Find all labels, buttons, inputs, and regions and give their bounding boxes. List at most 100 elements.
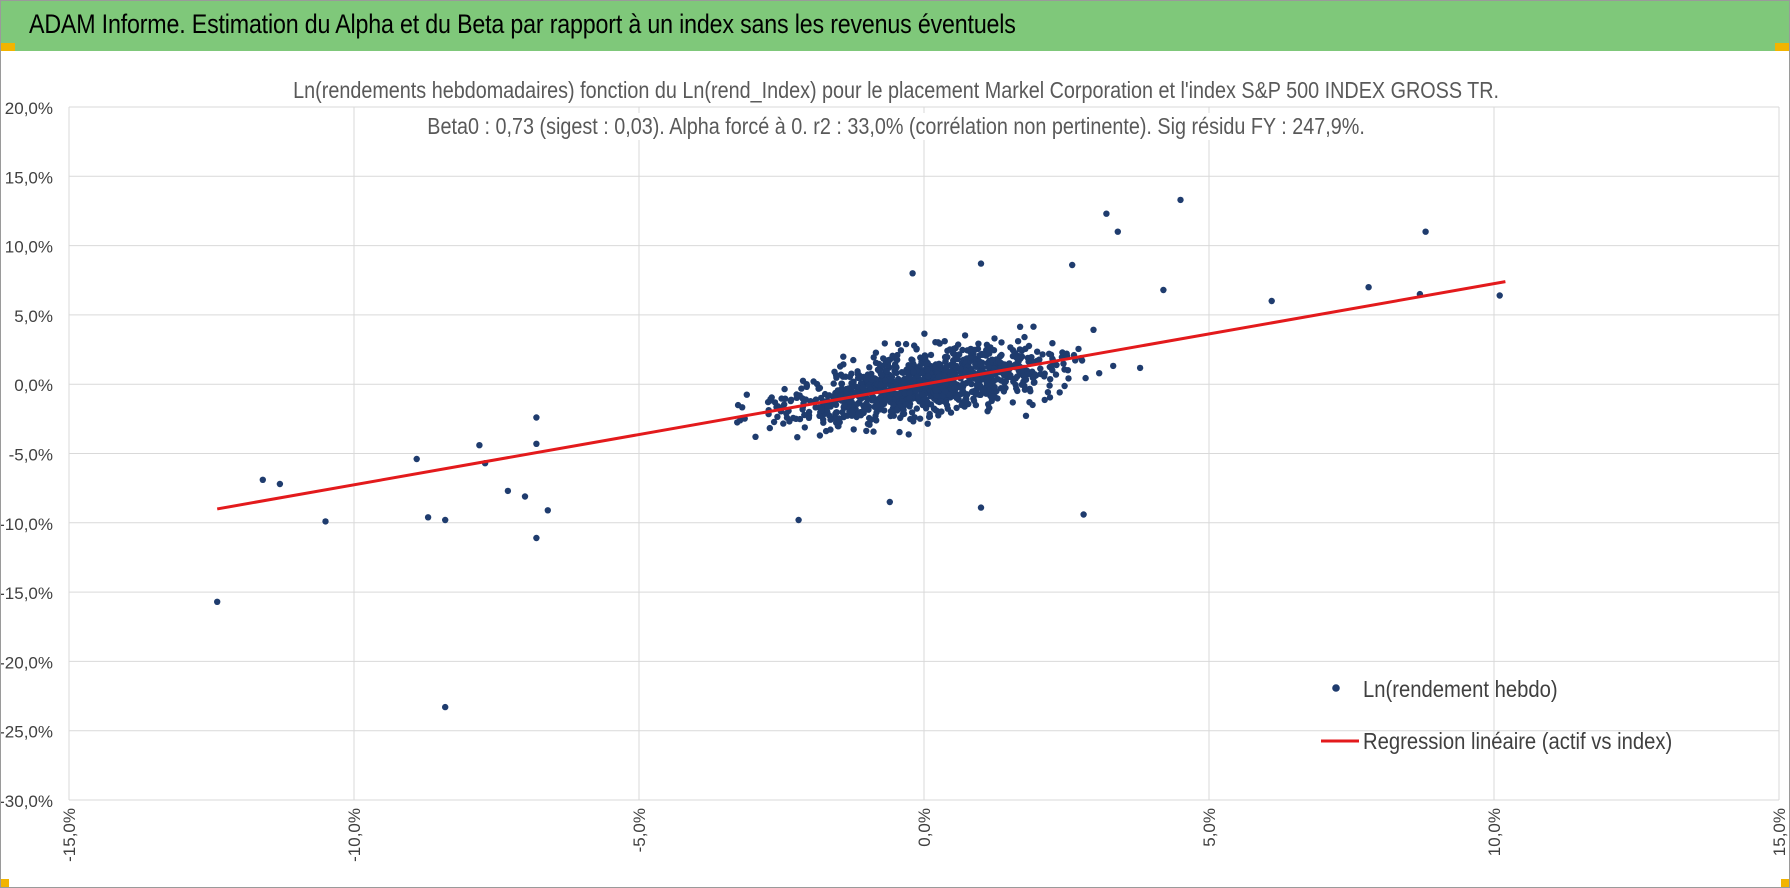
- data-point: [533, 534, 540, 542]
- x-tick-label: 5,0%: [1200, 808, 1219, 847]
- data-point: [941, 373, 948, 380]
- data-point: [1016, 323, 1024, 330]
- y-tick-label: 15,0%: [5, 168, 53, 187]
- data-point: [859, 384, 867, 391]
- y-tick-label: -5,0%: [9, 446, 53, 465]
- data-point: [838, 380, 846, 387]
- corner-marker-bottom-left: [1, 879, 9, 887]
- data-point: [913, 405, 920, 412]
- data-point: [442, 516, 449, 524]
- data-point: [987, 344, 994, 351]
- data-point: [1013, 373, 1021, 380]
- data-point: [913, 345, 920, 352]
- data-point: [894, 407, 901, 414]
- data-point: [214, 598, 221, 605]
- chart-title-line-2-text: Beta0 : 0,73 (sigest : 0,03). Alpha forc…: [422, 113, 1370, 140]
- data-point: [1034, 348, 1041, 355]
- data-point: [1096, 370, 1103, 377]
- data-point: [793, 394, 800, 401]
- data-point: [870, 428, 877, 435]
- data-point: [953, 404, 960, 412]
- data-point: [1268, 297, 1275, 305]
- data-point: [1044, 389, 1052, 396]
- corner-marker-bottom-right: [1781, 879, 1789, 887]
- x-tick-label: -5,0%: [630, 808, 649, 852]
- data-point: [932, 387, 940, 394]
- data-point: [872, 349, 880, 356]
- data-point: [1022, 412, 1030, 419]
- data-point: [766, 424, 773, 432]
- data-point: [1047, 376, 1054, 383]
- data-point: [840, 353, 847, 360]
- data-point: [780, 420, 787, 427]
- data-point: [905, 362, 912, 369]
- data-point: [890, 401, 897, 408]
- data-point: [932, 407, 940, 414]
- data-point: [796, 415, 804, 423]
- data-point: [854, 374, 862, 382]
- data-point: [1022, 345, 1029, 352]
- data-point: [988, 356, 996, 363]
- data-point: [890, 412, 897, 419]
- data-point: [892, 369, 899, 376]
- data-point: [544, 507, 551, 514]
- data-point: [1014, 338, 1022, 345]
- data-point: [827, 426, 834, 433]
- data-point: [850, 426, 857, 433]
- data-point: [998, 339, 1005, 346]
- data-point: [805, 408, 813, 416]
- data-point: [1013, 385, 1020, 392]
- data-point: [910, 368, 917, 376]
- data-point: [1007, 373, 1014, 381]
- data-point: [998, 377, 1005, 384]
- data-point: [816, 432, 824, 439]
- data-point: [1090, 326, 1097, 333]
- data-point: [1009, 399, 1016, 406]
- data-point: [833, 409, 840, 416]
- data-point: [972, 361, 979, 368]
- data-point: [1103, 210, 1110, 217]
- data-point: [899, 369, 907, 376]
- grid-lines: [68, 106, 1780, 801]
- data-point: [850, 356, 857, 364]
- data-point: [954, 355, 961, 363]
- data-point: [941, 387, 949, 395]
- data-point: [1022, 376, 1030, 383]
- data-point: [845, 385, 852, 392]
- data-point: [1021, 333, 1028, 341]
- data-point: [909, 270, 916, 277]
- data-point: [1018, 381, 1026, 388]
- data-point: [1065, 375, 1072, 382]
- data-point: [764, 398, 772, 406]
- data-point: [1041, 373, 1048, 380]
- data-point: [972, 401, 980, 409]
- data-point: [1160, 286, 1167, 294]
- data-point: [799, 395, 806, 402]
- data-point: [932, 339, 939, 346]
- data-point: [1064, 367, 1072, 374]
- data-point: [867, 386, 874, 394]
- data-point: [942, 399, 949, 406]
- data-point: [897, 347, 905, 354]
- y-tick-label: -20,0%: [1, 653, 53, 672]
- data-point: [1052, 371, 1060, 378]
- data-point: [476, 442, 483, 449]
- chart-title-line-1-text: Ln(rendements hebdomadaires) fonction du…: [287, 77, 1505, 104]
- data-point: [959, 346, 966, 354]
- data-point: [1013, 354, 1020, 362]
- y-tick-label: 20,0%: [5, 99, 53, 118]
- data-point: [917, 354, 924, 361]
- data-point: [883, 368, 890, 375]
- data-point: [912, 387, 920, 394]
- data-point: [798, 385, 805, 392]
- data-point: [827, 416, 834, 423]
- data-point: [946, 391, 953, 398]
- data-point: [521, 493, 529, 500]
- data-point: [924, 372, 932, 380]
- data-point: [1496, 292, 1503, 299]
- x-axis-ticks: -15,0% -10,0% -5,0% 0,0% 5,0% 10,0% 15,0%: [60, 808, 1789, 862]
- data-point: [941, 338, 948, 345]
- data-point: [815, 385, 822, 392]
- y-tick-label: -10,0%: [1, 515, 53, 534]
